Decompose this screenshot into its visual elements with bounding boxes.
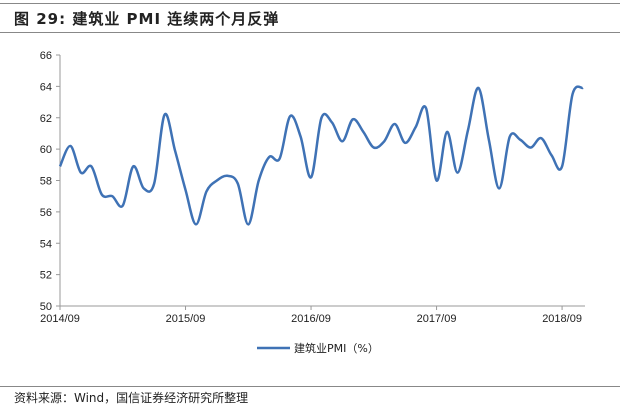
- y-tick-label: 56: [40, 207, 52, 219]
- y-tick-label: 62: [40, 113, 52, 125]
- title-rule: [0, 32, 620, 33]
- y-tick-label: 66: [40, 50, 52, 62]
- x-tick-label: 2015/09: [166, 313, 206, 325]
- top-rule: [0, 3, 620, 4]
- y-tick-label: 64: [40, 81, 52, 93]
- y-tick-label: 58: [40, 176, 52, 188]
- y-tick-label: 50: [40, 301, 52, 313]
- x-tick-label: 2016/09: [291, 313, 331, 325]
- y-tick-label: 60: [40, 144, 52, 156]
- source-note: 资料来源：Wind，国信证券经济研究所整理: [14, 391, 249, 405]
- x-tick-label: 2017/09: [417, 313, 457, 325]
- y-tick-label: 54: [40, 238, 52, 250]
- figure-title: 图 29: 建筑业 PMI 连续两个月反弹: [14, 10, 280, 28]
- legend-label: 建筑业PMI（%）: [294, 341, 379, 355]
- x-tick-label: 2018/09: [542, 313, 582, 325]
- series-line: [58, 85, 584, 226]
- y-tick-label: 52: [40, 270, 52, 282]
- x-tick-label: 2014/09: [40, 313, 80, 325]
- source-rule: [0, 386, 620, 387]
